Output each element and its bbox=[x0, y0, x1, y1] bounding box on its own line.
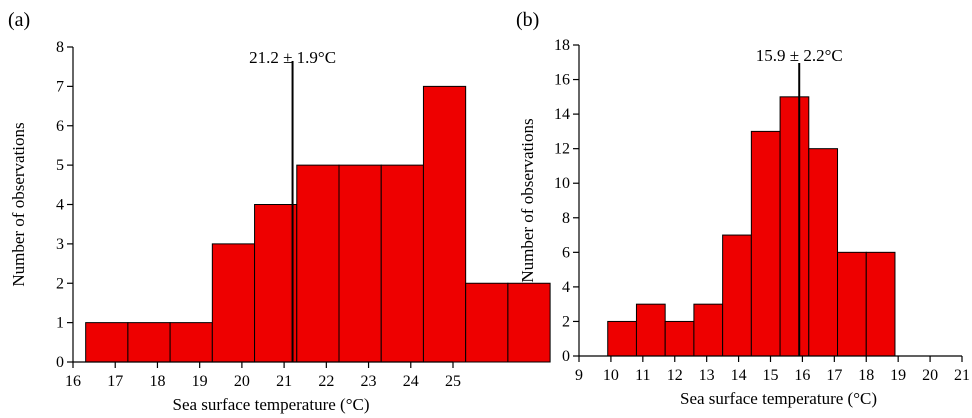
x-tick-label: 17 bbox=[107, 373, 123, 390]
histogram-bar bbox=[127, 322, 171, 363]
y-tick-label: 6 bbox=[56, 118, 64, 135]
x-tick-label: 21 bbox=[954, 367, 970, 384]
y-tick-label: 8 bbox=[56, 39, 64, 56]
x-tick-label: 22 bbox=[318, 373, 334, 390]
x-tick-label: 23 bbox=[361, 373, 377, 390]
mean-annotation: 21.2 ± 1.9°C bbox=[249, 48, 336, 67]
histogram-bar bbox=[837, 251, 867, 357]
histogram-bar bbox=[507, 282, 551, 363]
chart-panel-b: 9 10 11 12 13 14 15 16 17 18 19 20 21 0 2 4 6 8 10 12 14 16 18… bbox=[516, 9, 970, 408]
y-tick-label: 8 bbox=[562, 210, 570, 227]
x-tick-label: 19 bbox=[890, 367, 906, 384]
y-tick-label: 2 bbox=[56, 275, 64, 292]
histogram-bar bbox=[779, 96, 810, 357]
histogram-bar bbox=[607, 320, 637, 357]
histogram-bar bbox=[750, 130, 781, 357]
x-tick-label: 12 bbox=[667, 367, 683, 384]
y-tick-label: 6 bbox=[562, 244, 570, 261]
histogram-bar bbox=[465, 282, 509, 363]
y-tick-label: 7 bbox=[56, 78, 64, 95]
x-tick-label: 9 bbox=[575, 367, 583, 384]
histogram-bar bbox=[422, 85, 467, 363]
histogram-bar bbox=[85, 322, 129, 363]
x-tick-label: 14 bbox=[731, 367, 747, 384]
x-tick-label: 18 bbox=[149, 373, 165, 390]
histogram-bar bbox=[169, 322, 213, 363]
x-tick-label: 11 bbox=[635, 367, 650, 384]
y-tick-label: 1 bbox=[56, 315, 64, 332]
histogram-bar bbox=[254, 204, 298, 363]
y-tick-label: 3 bbox=[56, 236, 64, 253]
y-tick-label: 10 bbox=[554, 175, 570, 192]
y-tick-label: 16 bbox=[554, 72, 570, 89]
histogram-bar bbox=[380, 164, 424, 363]
x-tick-label: 25 bbox=[445, 373, 461, 390]
histogram-bar bbox=[664, 320, 695, 357]
y-axis-title: Number of observations bbox=[518, 118, 537, 282]
y-tick-label: 0 bbox=[56, 354, 64, 371]
histogram-bar bbox=[865, 251, 896, 357]
histogram-bar bbox=[635, 303, 666, 357]
x-axis-title: Sea surface temperature (°C) bbox=[680, 389, 877, 408]
histogram-bar bbox=[808, 148, 839, 357]
x-tick-label: 19 bbox=[192, 373, 208, 390]
histogram-bar bbox=[722, 234, 752, 357]
x-tick-label: 20 bbox=[234, 373, 250, 390]
y-tick-label: 4 bbox=[56, 197, 64, 214]
y-tick-label: 2 bbox=[562, 313, 570, 330]
x-tick-label: 18 bbox=[858, 367, 874, 384]
y-tick-label: 4 bbox=[562, 279, 570, 296]
x-tick-label: 20 bbox=[922, 367, 938, 384]
x-tick-label: 10 bbox=[603, 367, 619, 384]
x-tick-label: 21 bbox=[276, 373, 292, 390]
y-axis-title: Number of observations bbox=[9, 122, 28, 286]
x-tick-label: 15 bbox=[763, 367, 779, 384]
x-tick-label: 24 bbox=[403, 373, 419, 390]
x-axis-title: Sea surface temperature (°C) bbox=[172, 395, 369, 414]
y-tick-label: 0 bbox=[562, 348, 570, 365]
mean-annotation: 15.9 ± 2.2°C bbox=[756, 46, 843, 65]
panel-label: (b) bbox=[516, 9, 539, 31]
histogram-bar bbox=[693, 303, 724, 357]
x-tick-label: 16 bbox=[65, 373, 81, 390]
x-tick-label: 17 bbox=[826, 367, 842, 384]
y-tick-label: 14 bbox=[554, 106, 570, 123]
x-tick-label: 16 bbox=[794, 367, 810, 384]
histogram-bar bbox=[211, 243, 256, 363]
histogram-bar bbox=[338, 164, 382, 363]
histogram-bar bbox=[296, 164, 340, 363]
y-tick-label: 18 bbox=[554, 37, 570, 54]
panel-label: (a) bbox=[8, 9, 30, 31]
y-tick-label: 5 bbox=[56, 157, 64, 174]
y-tick-label: 12 bbox=[554, 141, 570, 158]
x-tick-label: 13 bbox=[699, 367, 715, 384]
